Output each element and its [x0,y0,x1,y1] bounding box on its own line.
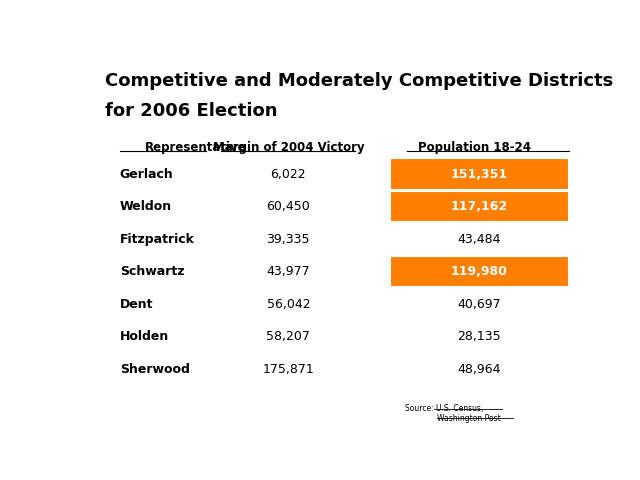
Text: Fitzpatrick: Fitzpatrick [120,233,195,246]
Text: Sherwood: Sherwood [120,363,189,376]
Text: 60,450: 60,450 [266,200,310,213]
FancyBboxPatch shape [390,191,568,222]
Text: Washington Post: Washington Post [437,414,501,423]
FancyBboxPatch shape [390,256,568,287]
Text: Source: U.S. Census,: Source: U.S. Census, [405,404,483,413]
Text: 175,871: 175,871 [262,363,314,376]
Text: Dent: Dent [120,298,153,311]
Text: 6,022: 6,022 [271,168,306,180]
Text: 117,162: 117,162 [451,200,508,213]
Text: 40,697: 40,697 [458,298,501,311]
Text: Population 18-24: Population 18-24 [418,141,531,154]
Text: Competitive and Moderately Competitive Districts: Competitive and Moderately Competitive D… [105,72,613,90]
Text: 28,135: 28,135 [458,330,501,343]
FancyBboxPatch shape [390,158,568,190]
Text: Weldon: Weldon [120,200,172,213]
Text: 119,980: 119,980 [451,265,508,278]
Text: Gerlach: Gerlach [120,168,173,180]
Text: 43,484: 43,484 [458,233,501,246]
Text: for 2006 Election: for 2006 Election [105,102,277,120]
Text: 39,335: 39,335 [267,233,310,246]
Text: Representative: Representative [145,141,246,154]
Text: 43,977: 43,977 [266,265,310,278]
Text: 48,964: 48,964 [458,363,501,376]
Text: 56,042: 56,042 [266,298,310,311]
Text: 58,207: 58,207 [266,330,310,343]
Text: Holden: Holden [120,330,169,343]
Text: Schwartz: Schwartz [120,265,184,278]
Text: 151,351: 151,351 [451,168,508,180]
Text: Margin of 2004 Victory: Margin of 2004 Victory [212,141,364,154]
